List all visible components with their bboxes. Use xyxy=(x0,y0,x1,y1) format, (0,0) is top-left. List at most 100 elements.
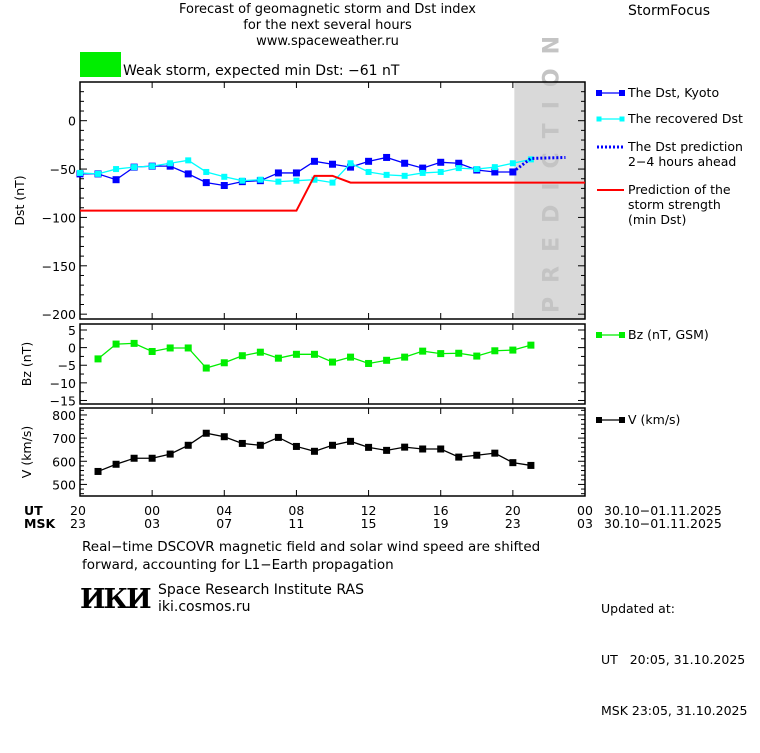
data-point xyxy=(148,347,156,355)
data-point xyxy=(419,445,427,453)
data-point xyxy=(220,359,228,367)
x-tick-label-ut: 04 xyxy=(216,503,232,518)
institute-name: Space Research Institute RAS xyxy=(158,582,364,598)
data-point xyxy=(383,356,391,364)
data-point xyxy=(491,168,499,176)
data-point xyxy=(202,179,210,187)
data-point xyxy=(311,176,318,183)
x-tick-label-msk: 03 xyxy=(144,516,160,531)
data-point xyxy=(203,168,210,175)
data-point xyxy=(95,170,102,177)
data-point xyxy=(167,160,174,167)
data-point xyxy=(473,352,481,360)
data-point xyxy=(112,460,120,468)
data-point xyxy=(149,163,156,170)
data-point xyxy=(112,340,120,348)
legend-marker xyxy=(619,417,625,423)
brand-label: StormFocus xyxy=(628,3,711,19)
legend-marker xyxy=(596,417,602,423)
series-line xyxy=(80,174,585,212)
data-point xyxy=(310,157,318,165)
data-point xyxy=(509,160,516,167)
institute-link[interactable]: iki.cosmos.ru xyxy=(158,599,251,615)
data-point xyxy=(383,171,390,178)
legend-marker xyxy=(619,90,625,96)
institute-block: Space Research Institute RAS iki.cosmos.… xyxy=(158,582,364,616)
data-point xyxy=(184,441,192,449)
msk-date-range: 30.10−01.11.2025 xyxy=(604,516,722,531)
data-point xyxy=(274,169,282,177)
stormfocus-chart: PREDICTION 0 −50 −100 −150 −200 Dst (nT) The Ds… xyxy=(12,2,747,718)
x-tick-label-ut: 16 xyxy=(433,503,449,518)
legend-marker xyxy=(619,332,625,338)
updated-block: Updated at: UT 20:05, 31.10.2025 MSK 23:… xyxy=(601,566,747,753)
data-point xyxy=(94,355,102,363)
data-point xyxy=(94,467,102,475)
data-point xyxy=(131,164,138,171)
data-point xyxy=(473,166,480,173)
panel-frame xyxy=(79,407,586,497)
y-axis-label: Dst (nT) xyxy=(12,175,27,225)
y-tick-label: 5 xyxy=(68,323,76,338)
data-point xyxy=(202,429,210,437)
y-tick-label: −150 xyxy=(42,259,76,274)
y-tick-label: 0 xyxy=(68,114,76,129)
data-point xyxy=(437,350,445,358)
ut-date-range: 30.10−01.11.2025 xyxy=(604,503,722,518)
legend-marker xyxy=(596,332,602,338)
y-tick-label: −200 xyxy=(42,307,76,322)
data-point xyxy=(329,358,336,366)
data-point xyxy=(166,450,174,458)
data-point xyxy=(437,168,444,175)
data-point xyxy=(455,165,462,172)
updated-msk: MSK 23:05, 31.10.2025 xyxy=(601,703,748,718)
data-point xyxy=(220,433,228,441)
data-point xyxy=(113,166,120,173)
y-axis-label: Bz (nT) xyxy=(19,342,34,386)
data-point xyxy=(239,177,246,184)
legend-marker xyxy=(596,116,602,122)
legend-label: The Dst prediction xyxy=(627,139,743,154)
data-point xyxy=(293,177,300,184)
x-tick-label-ut: 20 xyxy=(505,503,521,518)
data-point xyxy=(329,441,336,449)
data-point xyxy=(220,182,228,190)
legend-label: The recovered Dst xyxy=(627,111,743,126)
data-point xyxy=(509,459,517,467)
data-point xyxy=(365,443,373,451)
data-point xyxy=(383,153,391,161)
data-point xyxy=(437,445,445,453)
website-link[interactable]: www.spaceweather.ru xyxy=(256,34,399,49)
data-point xyxy=(130,454,138,462)
x-tick-label-ut: 12 xyxy=(361,503,377,518)
legend-label: V (km/s) xyxy=(628,412,680,427)
legend-label: storm strength xyxy=(628,197,721,212)
y-tick-label: −15 xyxy=(50,393,76,408)
data-point xyxy=(292,350,300,358)
data-point xyxy=(292,169,300,177)
data-point xyxy=(274,433,282,441)
data-point xyxy=(310,447,318,455)
data-point xyxy=(491,347,499,355)
x-tick-label-ut: 08 xyxy=(288,503,304,518)
data-point xyxy=(256,348,264,356)
legend-label: Prediction of the xyxy=(628,182,731,197)
prediction-region xyxy=(514,82,585,319)
data-point xyxy=(455,453,463,461)
y-axis-label: V (km/s) xyxy=(19,426,34,478)
y-tick-label: 600 xyxy=(52,454,76,469)
legend-label: (min Dst) xyxy=(628,212,686,227)
data-point xyxy=(275,178,282,185)
data-point xyxy=(419,164,427,172)
data-point xyxy=(112,176,120,184)
x-tick-label-msk: 15 xyxy=(361,516,377,531)
panel-frame xyxy=(79,323,586,405)
x-tick-label-ut: 20 xyxy=(70,503,86,518)
data-point xyxy=(401,159,409,167)
data-point xyxy=(238,352,246,360)
data-point xyxy=(383,446,391,454)
footnote: Real−time DSCOVR magnetic field and sola… xyxy=(82,538,540,574)
updated-label: Updated at: xyxy=(601,601,675,616)
x-tick-label-msk: 23 xyxy=(70,516,86,531)
x-tick-label-msk: 23 xyxy=(505,516,521,531)
